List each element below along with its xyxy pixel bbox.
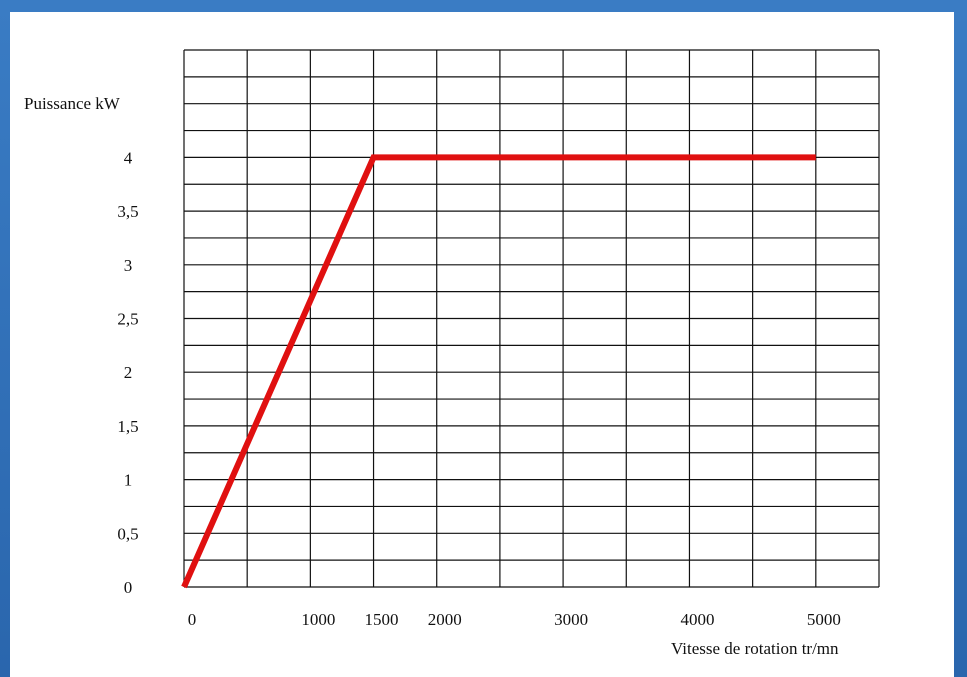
chart-panel: 0 0,5 1 1,5 2 2,5 3 3,5 4 0 1000 1500 2000 3000 4000 5…: [10, 12, 954, 677]
x-tick-label: 0: [188, 610, 197, 629]
power-curve-chart: 0 0,5 1 1,5 2 2,5 3 3,5 4 0 1000 1500 2000 3000 4000 5…: [24, 49, 880, 658]
series-lines: [181, 154, 816, 589]
x-tick-label: 4000: [680, 610, 714, 629]
y-axis-title: Puissance kW: [24, 94, 121, 113]
y-tick-label: 0,5: [117, 524, 138, 543]
x-tick-label: 1500: [365, 610, 399, 629]
y-tick-labels: 0 0,5 1 1,5 2 2,5 3 3,5 4: [117, 148, 138, 597]
y-tick-label: 1: [124, 471, 133, 490]
y-tick-label: 3: [124, 256, 133, 275]
x-tick-label: 1000: [301, 610, 335, 629]
x-tick-label: 5000: [807, 610, 841, 629]
y-tick-label: 2,5: [117, 310, 138, 329]
y-tick-label: 3,5: [117, 202, 138, 221]
y-tick-label: 1,5: [117, 417, 138, 436]
y-tick-label: 4: [124, 148, 133, 167]
power-series-line: [181, 154, 816, 589]
chart-grid: [183, 49, 880, 588]
x-tick-label: 2000: [428, 610, 462, 629]
x-axis-title: Vitesse de rotation tr/mn: [671, 639, 839, 658]
y-tick-label: 2: [124, 363, 133, 382]
x-tick-labels: 0 1000 1500 2000 3000 4000 5000: [188, 610, 841, 629]
y-tick-label: 0: [124, 578, 133, 597]
x-tick-label: 3000: [554, 610, 588, 629]
